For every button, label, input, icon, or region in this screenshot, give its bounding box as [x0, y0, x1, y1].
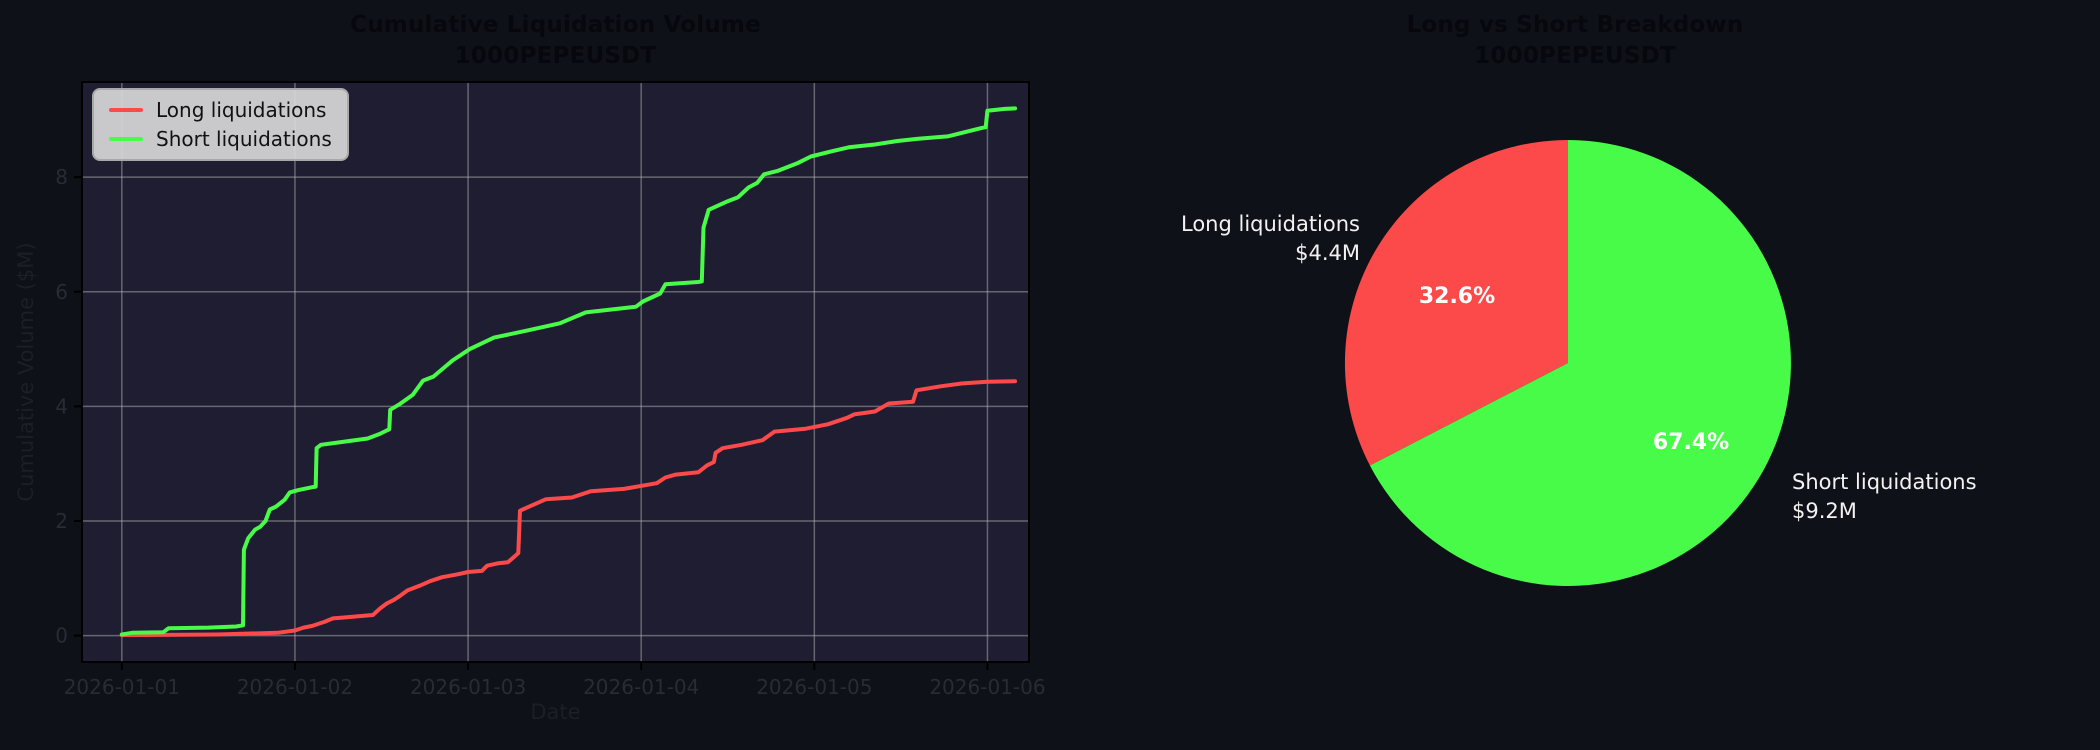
line-chart: 2026-01-01 2026-01-02 2026-01-03 2026-01-04… [55, 81, 1046, 699]
plot-background [82, 82, 1029, 662]
line-chart-subtitle: 1000PEPEUSDT [454, 43, 657, 69]
y-axis-label: Cumulative Volume ($M) [14, 242, 38, 502]
pie-chart-title: Long vs Short Breakdown [1406, 12, 1744, 38]
pie-chart [1344, 140, 1791, 587]
y-tick-label: 6 [55, 280, 68, 304]
short-liquidations-line-swatch [109, 137, 143, 141]
x-axis-label: Date [530, 700, 581, 724]
pie-label-short-amount: $9.2M [1792, 499, 1857, 523]
long-liquidations-line-swatch [109, 108, 143, 112]
legend-label-long: Long liquidations [156, 98, 327, 122]
x-tick-label: 2026-01-03 [410, 675, 526, 699]
x-tick-label: 2026-01-04 [583, 675, 699, 699]
x-tick-label: 2026-01-02 [237, 675, 353, 699]
pie-chart-subtitle: 1000PEPEUSDT [1474, 43, 1676, 69]
pie-pct-short: 67.4% [1652, 430, 1730, 455]
legend-item-short-liquidations: Short liquidations [109, 128, 332, 150]
y-tick-label: 4 [55, 394, 68, 418]
axes-spines [81, 81, 1030, 663]
x-tick-label: 2026-01-05 [756, 675, 872, 699]
pie-label-long-amount: $4.4M [1295, 241, 1360, 265]
x-tick-label: 2026-01-01 [64, 675, 180, 699]
pie-pct-long: 32.6% [1418, 284, 1496, 309]
long-liquidations-slice [1344, 140, 1568, 466]
long-liquidations-line [119, 379, 1018, 638]
legend: Long liquidations Short liquidations [92, 88, 349, 161]
pie-label-short-name: Short liquidations [1792, 470, 1977, 494]
line-chart-title: Cumulative Liquidation Volume [350, 12, 761, 38]
pie-label-short: Short liquidations $9.2M [1792, 468, 1977, 526]
y-tick-label: 2 [55, 509, 68, 533]
short-liquidations-line [119, 106, 1018, 637]
x-tick-label: 2026-01-06 [929, 675, 1045, 699]
pie-label-long-name: Long liquidations [1180, 212, 1360, 236]
y-tick-label: 8 [55, 165, 68, 189]
y-tick-label: 0 [55, 624, 68, 648]
pie-label-long: Long liquidations $4.4M [1181, 210, 1360, 268]
short-liquidations-slice [1369, 140, 1791, 587]
legend-label-short: Short liquidations [156, 127, 332, 151]
legend-item-long-liquidations: Long liquidations [109, 99, 332, 121]
